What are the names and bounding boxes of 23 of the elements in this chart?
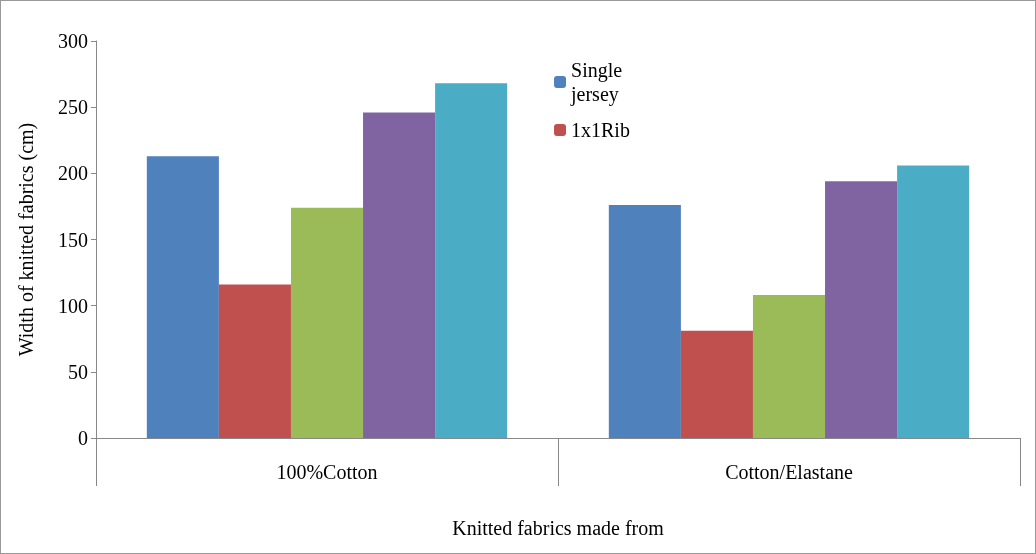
bar [290,207,364,438]
legend-label: 1x1Rib [571,119,630,141]
bar [825,181,898,438]
y-tick-label: 150 [58,228,88,251]
y-tick-label: 250 [58,96,88,119]
x-tick-label: Cotton/Elastane [725,461,853,483]
bar [752,295,826,438]
bar [435,83,508,438]
bar [146,156,219,438]
y-tick-label: 50 [68,360,88,383]
bar [897,165,970,438]
y-tick-label: 100 [58,294,88,317]
y-tick-label: 300 [58,30,88,52]
y-tick-label: 200 [58,162,88,185]
y-tick-label: 0 [78,427,88,449]
x-axis-title: Knitted fabrics made from [452,517,665,539]
y-axis-title: Width of knitted fabrics (cm) [15,122,38,357]
bar [680,330,753,438]
x-tick-label: 100%Cotton [276,461,378,483]
bar [218,284,291,438]
bar [363,112,436,438]
legend-label: Single jersey [570,59,628,106]
bar [608,205,681,438]
